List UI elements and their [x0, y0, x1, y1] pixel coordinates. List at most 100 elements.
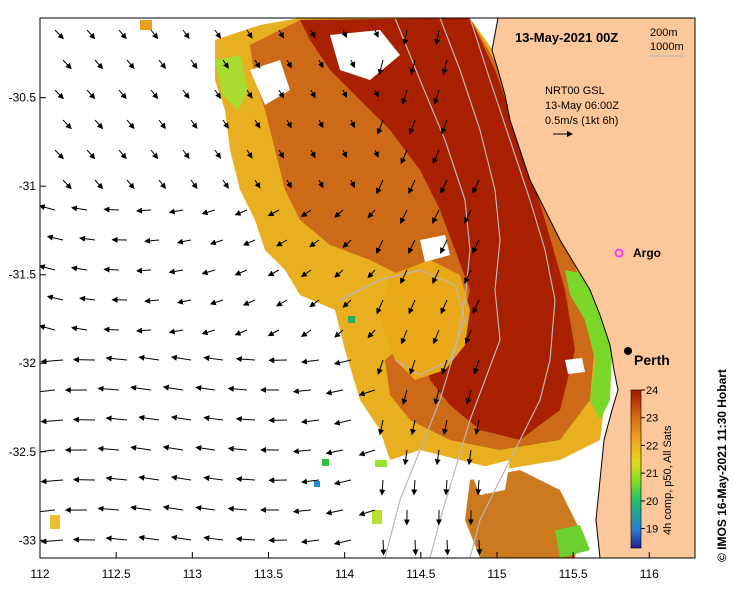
current-arrow	[300, 329, 312, 338]
current-arrow	[334, 269, 344, 278]
current-arrow	[333, 359, 352, 366]
current-arrow	[442, 419, 449, 436]
current-arrow	[135, 267, 152, 274]
x-axis: 112 112.5 113 113.5 114 114.5 115 115.5 116	[30, 552, 659, 581]
current-arrow	[300, 269, 312, 278]
current-arrow	[309, 89, 316, 99]
y-tick-label: -31	[19, 179, 37, 193]
x-tick-label: 113.5	[254, 567, 283, 581]
current-arrow	[440, 179, 448, 194]
current-arrow	[254, 119, 261, 129]
current-arrow	[130, 444, 152, 451]
cloud-gap	[470, 460, 510, 495]
current-arrow	[349, 119, 355, 129]
current-arrow	[168, 328, 184, 335]
current-arrow	[433, 389, 440, 405]
current-arrow	[377, 59, 384, 76]
current-arrow	[432, 269, 440, 284]
current-arrow	[474, 419, 481, 435]
current-arrow	[40, 204, 56, 211]
current-arrow	[325, 509, 344, 516]
current-arrow	[162, 444, 184, 451]
current-arrow	[94, 119, 104, 130]
current-arrow	[432, 149, 440, 165]
current-arrow	[434, 29, 441, 46]
legend-1000m: 1000m	[650, 41, 684, 53]
current-arrow	[443, 479, 450, 496]
current-arrow	[333, 479, 352, 486]
current-arrow	[144, 297, 160, 304]
current-arrow	[201, 269, 216, 276]
current-arrow	[292, 508, 312, 515]
plot-frame	[39, 17, 696, 559]
current-arrow	[441, 59, 448, 75]
current-arrow	[358, 509, 376, 517]
current-arrow	[411, 479, 418, 496]
current-arrow	[325, 449, 344, 456]
current-arrow	[246, 149, 253, 159]
sst-warm-core	[300, 18, 575, 440]
current-arrow	[118, 149, 127, 160]
current-arrow	[94, 179, 104, 190]
current-arrow	[341, 89, 348, 99]
current-arrow	[158, 59, 166, 70]
current-arrow	[170, 534, 192, 541]
current-arrow	[209, 239, 224, 246]
current-arrow	[349, 179, 355, 189]
current-arrow	[214, 89, 222, 99]
current-arrow	[105, 415, 128, 422]
current-arrow	[402, 29, 409, 46]
current-arrow	[71, 205, 88, 212]
colorbar-tick-label: 21	[646, 468, 658, 480]
current-arrow	[209, 299, 224, 306]
current-arrow	[309, 149, 316, 159]
colorbar-tick-label: 22	[646, 440, 658, 452]
x-tick-label: 116	[640, 567, 659, 581]
current-arrow	[400, 329, 408, 345]
current-arrow	[150, 149, 159, 160]
current-arrow	[62, 59, 72, 70]
current-arrow	[342, 239, 352, 248]
current-arrow	[94, 59, 104, 70]
current-arrow	[105, 535, 128, 542]
cloud-gap	[330, 30, 400, 80]
current-arrow	[464, 329, 472, 345]
current-arrow	[227, 505, 248, 512]
current-arrow	[40, 389, 56, 393]
current-arrow	[334, 329, 344, 338]
current-arrow	[410, 419, 416, 436]
current-arrow	[40, 449, 56, 453]
current-arrow	[317, 59, 324, 69]
y-tick-label: -32	[19, 356, 37, 370]
current-arrow	[235, 476, 256, 483]
current-arrow	[276, 299, 288, 307]
current-arrow	[130, 504, 152, 511]
current-arrow	[138, 474, 160, 481]
x-tick-label: 112	[30, 567, 49, 581]
current-arrow	[286, 59, 292, 69]
current-arrow	[214, 29, 222, 39]
current-arrow	[376, 119, 384, 135]
current-arrow	[341, 149, 348, 159]
sst-pixel	[314, 481, 320, 487]
current-arrow	[472, 179, 480, 194]
current-arrow	[278, 29, 284, 39]
current-arrow	[412, 539, 419, 556]
current-arrow	[325, 389, 344, 396]
sst-south-green	[555, 525, 590, 558]
current-arrow	[408, 119, 416, 135]
current-arrow	[162, 504, 184, 511]
current-arrow	[97, 505, 120, 512]
current-arrow	[300, 418, 320, 425]
current-arrow	[472, 239, 480, 254]
current-arrow	[309, 29, 316, 39]
current-arrow	[246, 29, 253, 39]
current-arrow	[373, 89, 379, 98]
current-arrow	[300, 209, 312, 218]
current-arrow	[234, 329, 248, 336]
current-arrow	[242, 239, 256, 246]
x-tick-label: 115.5	[559, 567, 588, 581]
current-arrow	[309, 299, 320, 308]
current-arrow	[103, 266, 120, 273]
colorbar-tick-label: 20	[646, 496, 658, 508]
